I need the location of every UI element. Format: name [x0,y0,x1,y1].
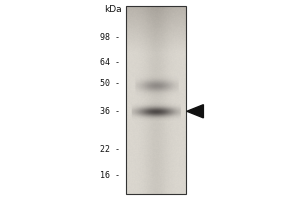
Text: 16 -: 16 - [100,171,120,180]
Text: kDa: kDa [104,5,122,14]
Text: 64 -: 64 - [100,58,120,67]
Text: 50 -: 50 - [100,79,120,88]
Text: 98 -: 98 - [100,33,120,42]
Text: 22 -: 22 - [100,145,120,154]
Text: 36 -: 36 - [100,107,120,116]
Bar [126,6,186,194]
Polygon shape [187,105,203,118]
